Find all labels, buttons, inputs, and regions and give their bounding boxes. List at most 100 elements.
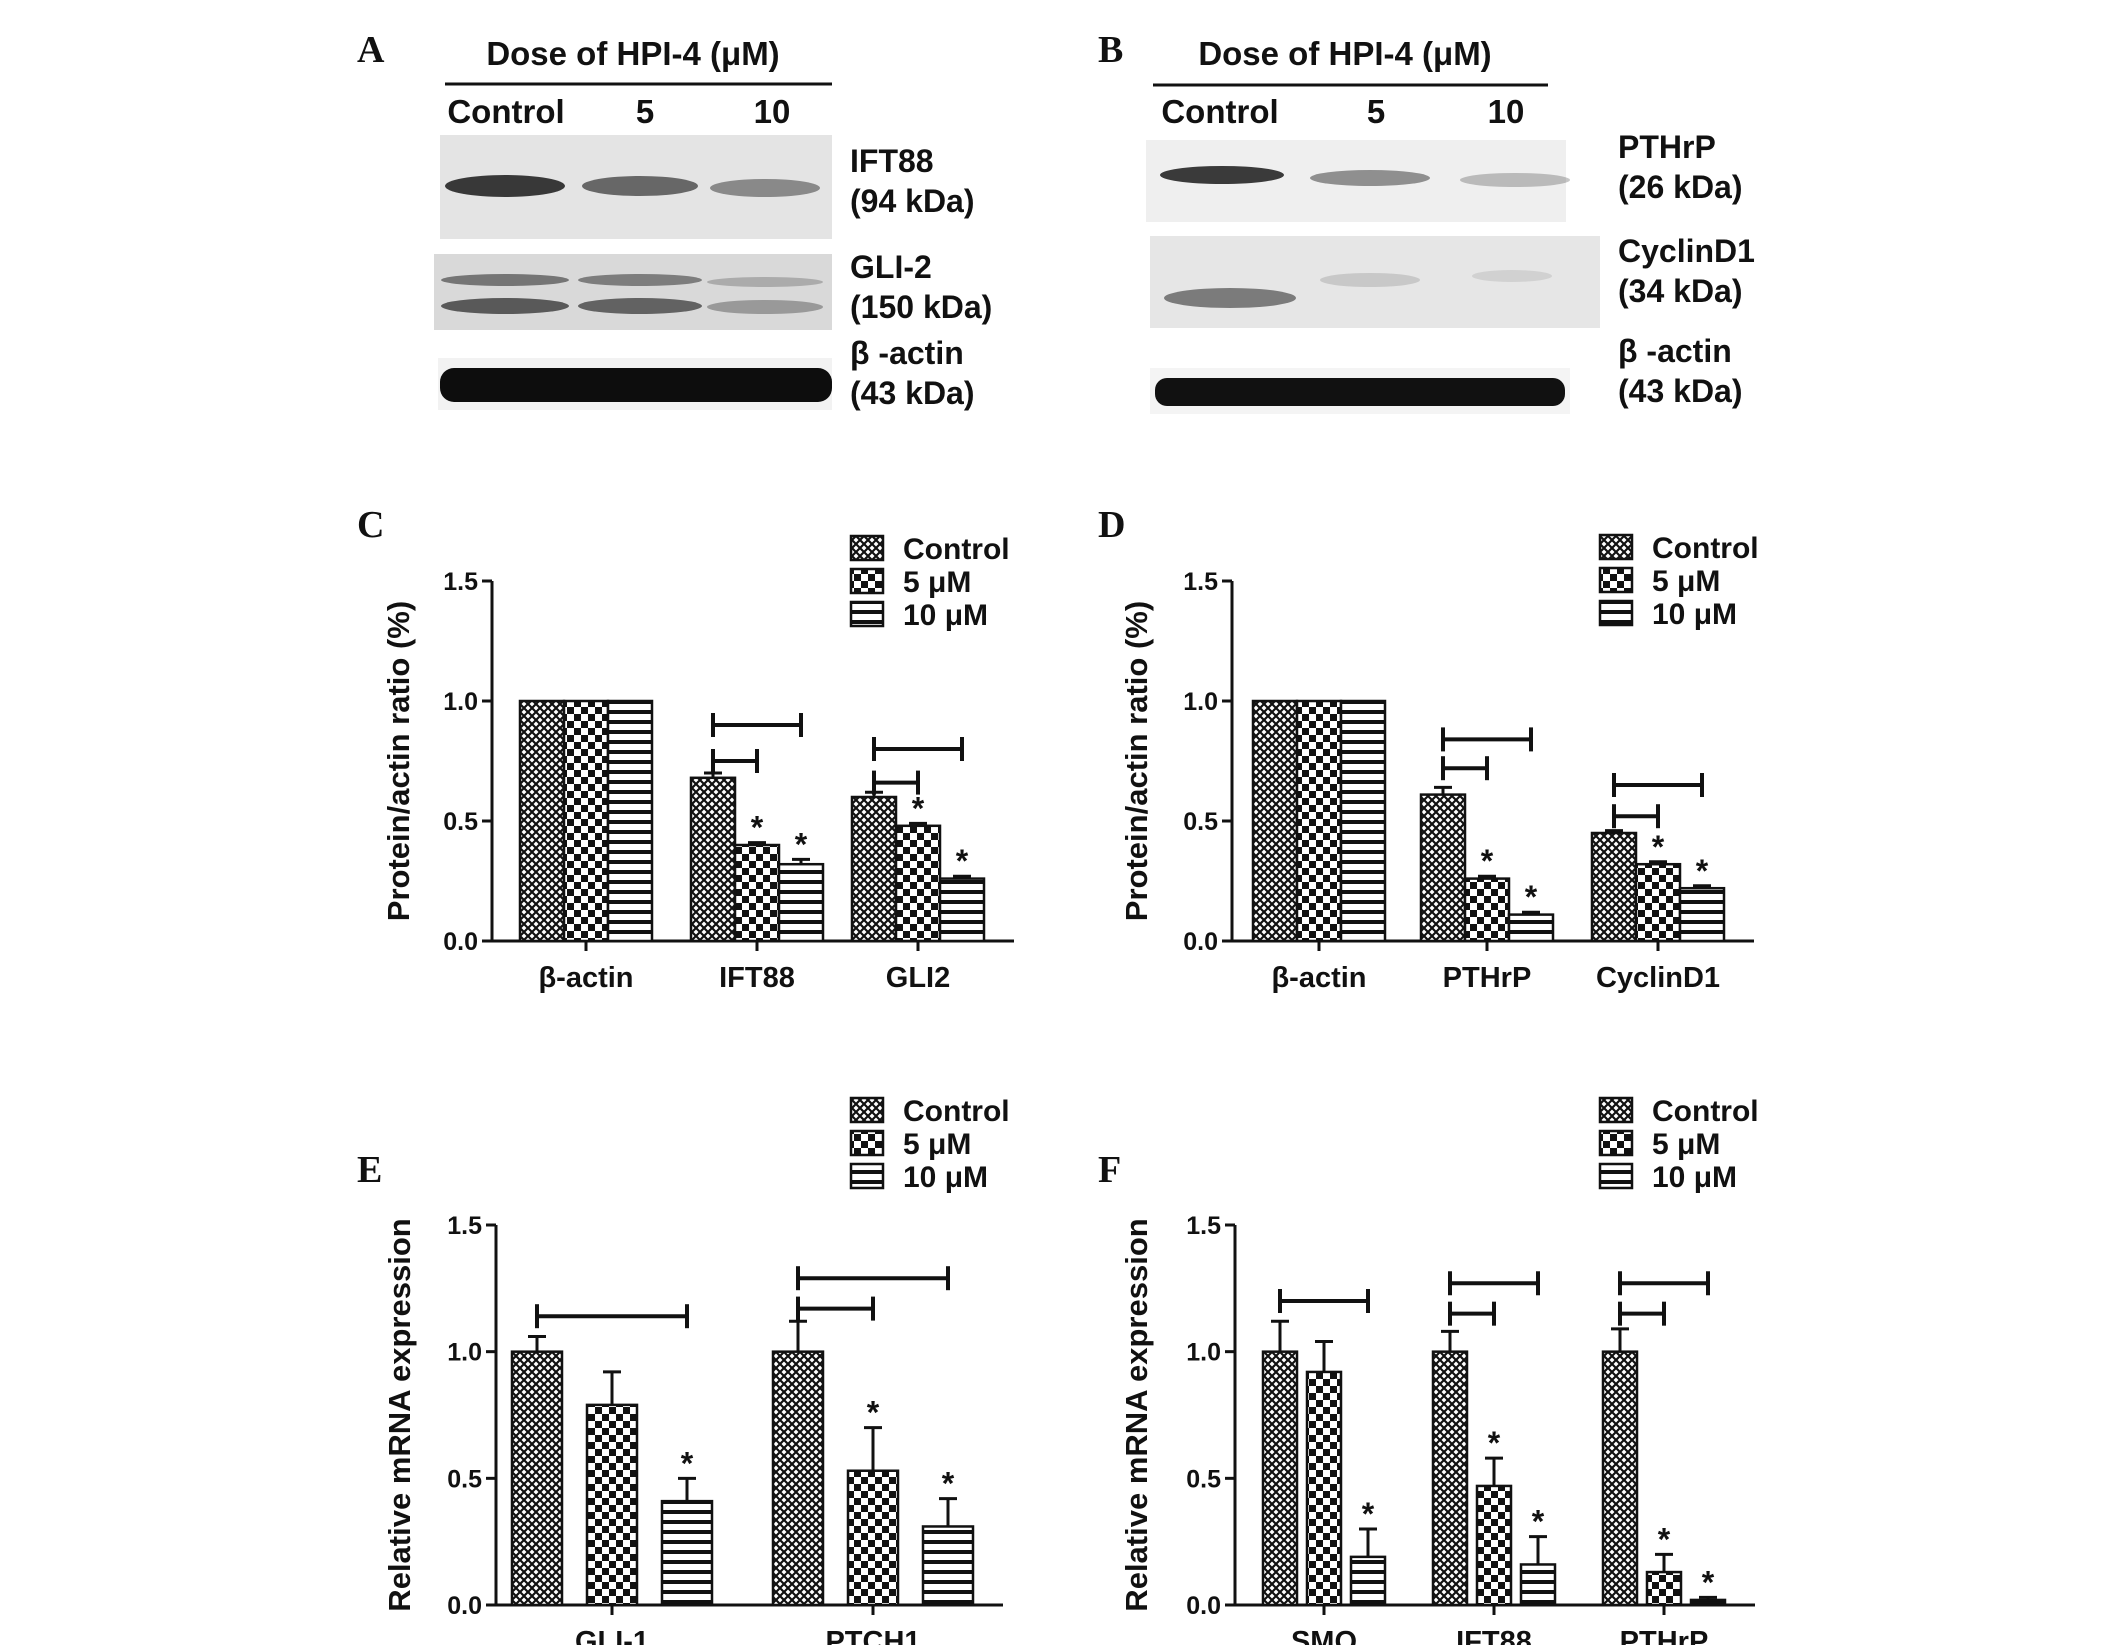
blot-b-band-pthrp-10	[1460, 173, 1570, 187]
y-tick-label: 0.0	[447, 1592, 482, 1620]
legend-swatch	[1598, 566, 1634, 594]
blot-b-band-cyclind1-5	[1320, 273, 1420, 287]
y-tick-label: 1.5	[1186, 1212, 1221, 1240]
blot-b-band-pthrp-5	[1310, 170, 1430, 186]
bar	[1678, 886, 1726, 943]
significance-star: *	[1525, 879, 1538, 915]
blot-a-band-gli2-control-upper	[441, 274, 569, 286]
panel-letter-a: A	[357, 29, 385, 71]
legend-swatch	[1598, 599, 1634, 627]
blot-a-band-gli2-10-upper	[707, 277, 823, 287]
bar	[1689, 1598, 1727, 1607]
blot-a-bands-ift88	[445, 175, 820, 197]
blot-a-header: Dose of HPI-4 (μM)	[486, 35, 779, 72]
legend-label: 5 μM	[903, 566, 971, 599]
y-axis-label: Relative mRNA expression	[382, 1218, 417, 1611]
bar	[894, 824, 942, 943]
y-tick-label: 1.5	[447, 1212, 482, 1240]
blot-a-band-gli2-5-lower	[578, 298, 702, 314]
significance-star: *	[1532, 1504, 1545, 1540]
blot-a-label-ift88-line1: IFT88	[850, 143, 934, 179]
blot-b-band-actin-strip	[1155, 378, 1565, 406]
blot-a-label-actin-line1: β -actin	[850, 335, 964, 371]
legend-swatch	[1598, 1129, 1634, 1157]
blot-a-bands-gli2	[441, 274, 823, 314]
bar	[660, 1499, 714, 1607]
blot-b-membrane-cyclind1	[1150, 236, 1600, 328]
bar	[1295, 699, 1343, 943]
legend-label: 10 μM	[903, 599, 988, 632]
significance-star: *	[681, 1445, 694, 1481]
blot-a-membrane-gli2	[434, 254, 832, 330]
legend-label: Control	[903, 533, 1010, 566]
significance-star: *	[942, 1466, 955, 1502]
blot-b-lane-0: Control	[1161, 93, 1278, 130]
blot-b-band-pthrp-control	[1160, 166, 1284, 184]
blot-a-lane-0: Control	[447, 93, 564, 130]
bar	[1645, 1570, 1683, 1607]
bar	[1475, 1484, 1513, 1607]
blot-b-label-actin-line1: β -actin	[1618, 333, 1732, 369]
bar	[1251, 699, 1299, 943]
bar	[1305, 1370, 1343, 1607]
significance-star: *	[1652, 829, 1665, 865]
bar	[771, 1350, 825, 1607]
bar	[938, 877, 986, 943]
x-category-label: IFT88	[719, 962, 795, 994]
blot-a-band-gli2-10-lower	[707, 300, 823, 314]
significance-star: *	[1488, 1425, 1501, 1461]
legend-label: 10 μM	[1652, 598, 1737, 631]
blot-a-band-ift88-control	[445, 175, 565, 197]
y-tick-label: 0.5	[1186, 1465, 1221, 1493]
blot-b-band-cyclind1-10	[1472, 270, 1552, 282]
y-tick-label: 1.0	[447, 1339, 482, 1367]
y-tick-label: 1.5	[1183, 568, 1218, 596]
bar	[1590, 831, 1638, 943]
x-category-label: SMO	[1291, 1626, 1357, 1645]
blot-b-label-actin-line2: (43 kDa)	[1618, 373, 1743, 409]
significance-star: *	[956, 843, 969, 879]
panel-letter-b: B	[1098, 29, 1123, 71]
legend-swatch	[849, 534, 885, 562]
significance-star: *	[867, 1395, 880, 1431]
bar	[1601, 1350, 1639, 1607]
significance-star: *	[1481, 843, 1494, 879]
bar	[1419, 793, 1467, 943]
blot-a-label-gli2-line2: (150 kDa)	[850, 289, 992, 325]
y-tick-label: 0.5	[447, 1465, 482, 1493]
bar	[1507, 913, 1555, 943]
x-category-label: CyclinD1	[1596, 962, 1720, 994]
y-tick-label: 1.5	[443, 568, 478, 596]
y-tick-label: 0.5	[1183, 808, 1218, 836]
bar	[606, 699, 654, 943]
legend-swatch	[1598, 1162, 1634, 1190]
blot-b-bands-actin	[1155, 378, 1565, 406]
blot-a-bands-actin	[440, 368, 832, 402]
legend-label: 5 μM	[903, 1128, 971, 1161]
x-category-label: PTCH1	[825, 1626, 920, 1645]
legend-label: 10 μM	[1652, 1161, 1737, 1194]
bar	[846, 1469, 900, 1607]
legend-swatch	[1598, 533, 1634, 561]
blot-b-label-pthrp-line1: PTHrP	[1618, 129, 1716, 165]
chart-panel-f: F Relative mRNA expression 0.0 0.5 1.0 1.5 SMO…	[1098, 1095, 1759, 1645]
y-tick-label: 1.0	[1183, 688, 1218, 716]
legend-swatch	[849, 600, 885, 628]
legend-swatch	[849, 1096, 885, 1124]
blot-a-label-ift88-line2: (94 kDa)	[850, 183, 975, 219]
legend-label: Control	[903, 1095, 1010, 1128]
bar	[1349, 1555, 1387, 1607]
bar	[921, 1525, 975, 1607]
blot-panel-b: B Dose of HPI-4 (μM) Control 5 10 PTHrP …	[1098, 29, 1755, 414]
bar	[1634, 862, 1682, 943]
bar	[585, 1403, 639, 1607]
blot-b-label-pthrp-line2: (26 kDa)	[1618, 169, 1743, 205]
legend-swatch	[849, 567, 885, 595]
x-category-label: β-actin	[538, 962, 633, 994]
blot-b-lane-1: 5	[1367, 93, 1385, 130]
legend-label: 10 μM	[903, 1161, 988, 1194]
blot-b-lane-2: 10	[1488, 93, 1525, 130]
blot-panel-a: A Dose of HPI-4 (μM) Control 5 10 IFT88 …	[357, 29, 992, 411]
legend-swatch	[1598, 1096, 1634, 1124]
